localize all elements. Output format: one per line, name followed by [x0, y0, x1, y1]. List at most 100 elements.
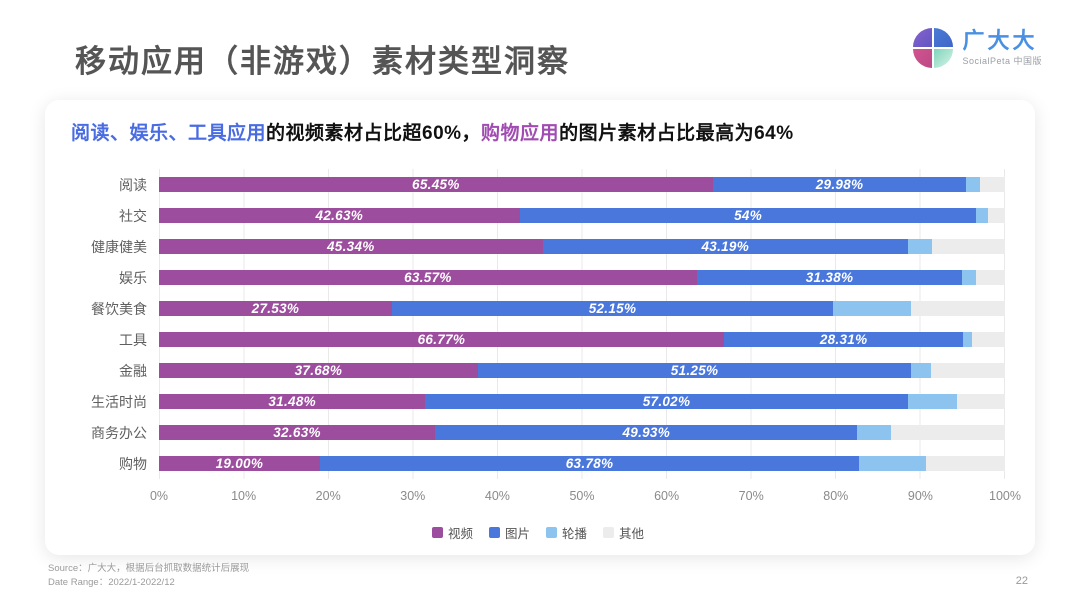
bar-segment-其他 — [932, 239, 1005, 254]
headline-highlight-blue: 阅读、娱乐、工具应用 — [71, 123, 267, 144]
source-note: Source：广大大，根据后台抓取数据统计后展现 — [48, 562, 250, 574]
bar-value-label: 37.68% — [294, 363, 343, 378]
plot-area: 65.45% 29.98% 42.63% 54% 45.34% 43.19% 63.57% 3… — [159, 169, 1005, 479]
category-label: 生活时尚 — [91, 393, 147, 410]
bar-track: 42.63% 54% — [159, 208, 1005, 223]
chart-row: 45.34% 43.19% — [159, 231, 1005, 262]
bar-segment-图片: 52.15% — [391, 301, 834, 316]
logo-quadrant-blue — [934, 28, 954, 47]
x-axis-tick: 80% — [823, 489, 849, 503]
legend-swatch-icon — [431, 527, 443, 538]
x-axis-tick: 20% — [315, 489, 341, 503]
bar-segment-视频: 45.34% — [159, 239, 543, 254]
bar-segment-其他 — [979, 177, 1005, 192]
bar-value-label: 19.00% — [215, 456, 264, 471]
category-label: 餐饮美食 — [91, 300, 147, 317]
bar-value-label: 29.98% — [815, 177, 864, 192]
bar-segment-轮播 — [963, 332, 972, 347]
bar-segment-其他 — [891, 425, 1005, 440]
headline-text-1: 的视频素材占比超60%， — [266, 123, 482, 144]
bar-segment-视频: 65.45% — [159, 177, 713, 192]
category-label: 阅读 — [119, 176, 147, 193]
date-range-note: Date Range：2022/1-2022/12 — [48, 577, 175, 589]
legend-label: 轮播 — [562, 527, 588, 541]
chart-rows: 65.45% 29.98% 42.63% 54% 45.34% 43.19% 63.57% 3… — [159, 169, 1005, 479]
x-axis-tick: 60% — [654, 489, 680, 503]
socialpeta-logo: 广大大 SocialPeta 中国版 — [913, 28, 1042, 68]
legend-label: 其他 — [619, 527, 645, 541]
bar-track: 45.34% 43.19% — [159, 239, 1005, 254]
headline-text-2: 的图片素材占比最高为64% — [559, 123, 794, 144]
x-axis-tick: 100% — [989, 489, 1021, 503]
bar-segment-轮播 — [976, 208, 989, 223]
category-label: 健康健美 — [91, 238, 147, 255]
category-label: 娱乐 — [119, 269, 147, 286]
bar-segment-视频: 32.63% — [159, 425, 436, 440]
bar-segment-轮播 — [962, 270, 976, 285]
bar-segment-其他 — [910, 301, 1005, 316]
logo-quadrant-pink — [913, 49, 933, 68]
page-title: 移动应用（非游戏）素材类型洞察 — [75, 44, 570, 79]
bar-value-label: 65.45% — [412, 177, 460, 192]
category-labels: 阅读 社交 健康健美 娱乐 餐饮美食 工具 金融 生活时尚 商务办公 购物 — [71, 169, 159, 479]
bar-segment-其他 — [988, 208, 1005, 223]
bar-value-label: 63.78% — [565, 456, 614, 471]
chart-row: 65.45% 29.98% — [159, 169, 1005, 200]
category-label: 社交 — [119, 207, 147, 224]
chart-row: 42.63% 54% — [159, 200, 1005, 231]
bar-segment-图片: 49.93% — [435, 425, 858, 440]
bar-segment-其他 — [956, 394, 1005, 409]
bar-track: 37.68% 51.25% — [159, 363, 1005, 378]
stacked-bar-chart: 阅读 社交 健康健美 娱乐 餐饮美食 工具 金融 生活时尚 商务办公 购物 65.45% 29.98… — [71, 169, 1021, 542]
bar-value-label: 54% — [734, 208, 763, 223]
bar-value-label: 57.02% — [642, 394, 691, 409]
legend-swatch-icon — [488, 527, 500, 538]
bar-segment-图片: 63.78% — [319, 456, 860, 471]
chart-row: 66.77% 28.31% — [159, 324, 1005, 355]
bar-value-label: 31.48% — [268, 394, 316, 409]
chart-headline: 阅读、娱乐、工具应用的视频素材占比超60%，购物应用的图片素材占比最高为64% — [71, 118, 1005, 145]
bar-segment-其他 — [926, 456, 1005, 471]
logo-quadrant-mint — [934, 49, 954, 68]
bar-value-label: 42.63% — [315, 208, 364, 223]
chart-row: 63.57% 31.38% — [159, 262, 1005, 293]
x-axis-tick: 50% — [569, 489, 595, 503]
bar-segment-图片: 31.38% — [696, 270, 963, 285]
bar-segment-轮播 — [907, 239, 933, 254]
legend-label: 图片 — [504, 527, 530, 541]
x-axis-tick: 70% — [738, 489, 764, 503]
bar-segment-轮播 — [857, 425, 892, 440]
legend-item-轮播: 轮播 — [546, 523, 587, 542]
legend-label: 视频 — [447, 527, 473, 541]
x-axis-tick: 90% — [907, 489, 933, 503]
x-axis-tick: 0% — [149, 489, 169, 503]
chart-row: 32.63% 49.93% — [159, 417, 1005, 448]
logo-subtitle: SocialPeta 中国版 — [962, 55, 1042, 66]
legend-swatch-icon — [546, 527, 557, 538]
x-axis-tick: 30% — [400, 489, 426, 503]
legend-item-视频: 视频 — [431, 523, 473, 542]
logo-mark-icon — [913, 28, 954, 68]
bar-value-label: 45.34% — [326, 239, 375, 254]
bar-segment-视频: 66.77% — [159, 332, 724, 347]
category-label: 工具 — [119, 331, 147, 348]
bar-segment-其他 — [975, 270, 1005, 285]
bar-value-label: 32.63% — [273, 425, 321, 440]
bar-value-label: 27.53% — [251, 301, 300, 316]
bar-segment-视频: 27.53% — [159, 301, 392, 316]
bar-value-label: 49.93% — [622, 425, 671, 440]
page-number: 22 — [1015, 575, 1028, 587]
bar-segment-轮播 — [966, 177, 980, 192]
bar-segment-轮播 — [859, 456, 927, 471]
bar-track: 19.00% 63.78% — [159, 456, 1005, 471]
chart-legend: 视频 图片 轮播 其他 — [71, 523, 1005, 542]
bar-segment-视频: 42.63% — [159, 208, 520, 223]
bar-segment-图片: 43.19% — [542, 239, 908, 254]
bar-value-label: 66.77% — [417, 332, 466, 347]
bar-segment-轮播 — [911, 363, 931, 378]
chart-row: 37.68% 51.25% — [159, 355, 1005, 386]
logo-brand-name: 广大大 — [962, 28, 1038, 54]
bar-segment-视频: 19.00% — [159, 456, 320, 471]
bar-track: 32.63% 49.93% — [159, 425, 1005, 440]
bar-segment-视频: 37.68% — [159, 363, 478, 378]
